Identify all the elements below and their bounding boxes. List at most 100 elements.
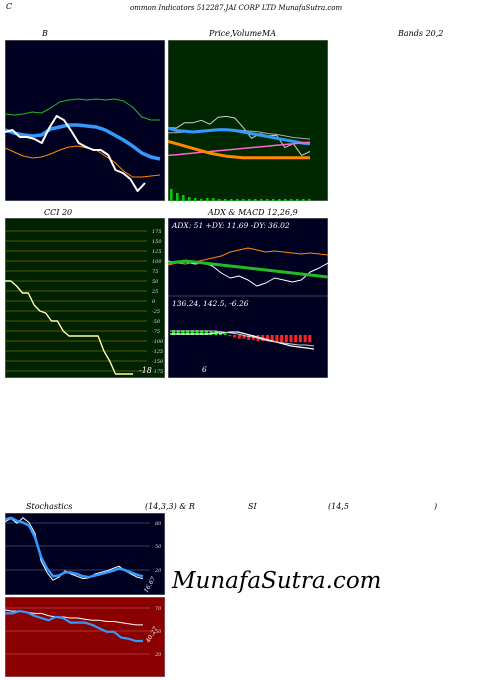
volume-bar (302, 199, 305, 201)
cci-label: CCI 20 (44, 208, 73, 217)
volume-bar (290, 199, 293, 201)
macd-histogram-bar (186, 330, 190, 335)
rsi-tick-label: 50 (155, 629, 162, 635)
volume-bar (242, 199, 245, 201)
header-title: ommon Indicators 512287.JAI CORP LTD Mun… (130, 4, 343, 12)
volume-bar (182, 195, 185, 201)
macd-readout: 136.24, 142.5, -6.26 (172, 299, 249, 308)
adx-macd-bg (168, 218, 328, 378)
macd-histogram-bar (233, 335, 237, 338)
volume-bar (188, 197, 191, 201)
bollinger-middle-band (5, 123, 161, 161)
bollinger-bg (5, 40, 165, 201)
ma-label: MA (262, 29, 276, 38)
volume-bar (254, 199, 257, 201)
price-line (168, 115, 311, 156)
adx-readout: ADX: 51 +DY: 11.69 -DY: 36.02 (171, 221, 290, 230)
cci-tick-label: -100 (152, 339, 164, 345)
volume-bar (236, 199, 239, 201)
stochastics-params: (14,3,3) & R (145, 502, 195, 511)
macd-histogram-bar (298, 335, 302, 343)
volume-bar (218, 199, 221, 201)
volume-label: Volume (232, 29, 262, 38)
rsi-label: SI (248, 502, 257, 511)
volume-bar (206, 198, 209, 201)
stochastics-tick-label: 20 (154, 568, 162, 574)
volume-bar (248, 199, 251, 201)
cci-tick-label: 25 (151, 289, 158, 295)
bollinger-lower-band (5, 145, 161, 178)
header-title-initial: C (6, 2, 13, 11)
volume-bar (230, 199, 233, 201)
rsi-params: (14,5 (328, 502, 349, 511)
cci-panel: 175 150 125 100 75 50 25 0 -25 -50 -75 -100 -125 -150… (5, 218, 165, 378)
adx-line (168, 259, 328, 279)
cci-tick-label: 150 (152, 239, 162, 245)
cci-tick-label: 0 (152, 299, 156, 305)
stochastics-tick-label: 50 (155, 544, 162, 550)
watermark: MunafaSutra.com (172, 568, 382, 594)
volume-bar (200, 199, 203, 201)
volume-bar (212, 198, 215, 201)
cci-bg (5, 218, 165, 378)
cci-tick-label: -25 (152, 309, 160, 315)
ma-line-short (168, 126, 311, 146)
volume-bar (224, 199, 227, 201)
price-ma-panel (168, 40, 328, 201)
stochastics-label: Stochastics (26, 502, 73, 511)
rsi-tick-label: 20 (154, 652, 162, 658)
macd-histogram-bar (294, 335, 298, 343)
volume-bar (284, 199, 287, 201)
macd-histogram-bar (223, 333, 227, 335)
price-ma-label: Price, (209, 29, 233, 38)
volume-bar (272, 199, 275, 201)
macd-histogram-bar (181, 330, 185, 335)
cci-tick-label: 175 (152, 229, 162, 235)
macd-histogram-bar (275, 335, 279, 343)
adx-plus-dy-line (168, 260, 328, 287)
bollinger-upper-band (5, 98, 160, 121)
volume-bar (260, 199, 263, 201)
macd-histogram-bar (270, 335, 274, 343)
adx-macd-panel: ADX: 51 +DY: 11.69 -DY: 36.02 136.24, 14… (168, 218, 328, 378)
macd-histogram-bar (280, 335, 284, 343)
macd-bottom-label: 6 (202, 365, 207, 374)
volume-bar (278, 199, 281, 201)
macd-histogram-bar (247, 335, 251, 340)
cci-tick-label: 125 (152, 249, 162, 255)
macd-histogram-bar (289, 335, 293, 343)
macd-histogram-bar (204, 330, 208, 335)
cci-tick-label: -150 (152, 359, 164, 365)
macd-histogram-bar (266, 335, 269, 341)
cci-tick-label: 75 (152, 269, 158, 275)
cci-tick-label: -75 (152, 329, 160, 335)
ma-line-pink (168, 141, 311, 157)
bollinger-label: B (42, 29, 48, 38)
macd-histogram-bar (228, 335, 232, 337)
macd-line (170, 331, 315, 350)
macd-histogram-bar (242, 335, 246, 339)
bollinger-panel (5, 40, 165, 201)
macd-histogram-bar (195, 330, 199, 335)
cci-tick-label: 100 (152, 259, 162, 265)
cci-tick-label: -50 (152, 319, 161, 325)
adx-macd-label: ADX & MACD 12,26,9 (208, 208, 298, 217)
macd-histogram-bar (190, 330, 194, 335)
volume-bar (176, 193, 179, 201)
bands-label: Bands 20,2 (398, 29, 444, 38)
cci-tick-label: -125 (152, 349, 163, 355)
volume-bar (170, 189, 173, 201)
macd-histogram-bar (284, 335, 288, 343)
volume-bar (308, 199, 311, 201)
macd-histogram-bar (308, 335, 312, 343)
rsi-params-close: ) (434, 502, 438, 511)
macd-histogram-bar (303, 335, 307, 343)
macd-histogram-bar (172, 330, 175, 335)
cci-last-label: -18 (139, 366, 152, 375)
macd-histogram-bar (219, 332, 222, 335)
volume-bar (194, 198, 197, 201)
volume-bar (266, 199, 269, 201)
macd-histogram-bar (237, 335, 241, 339)
